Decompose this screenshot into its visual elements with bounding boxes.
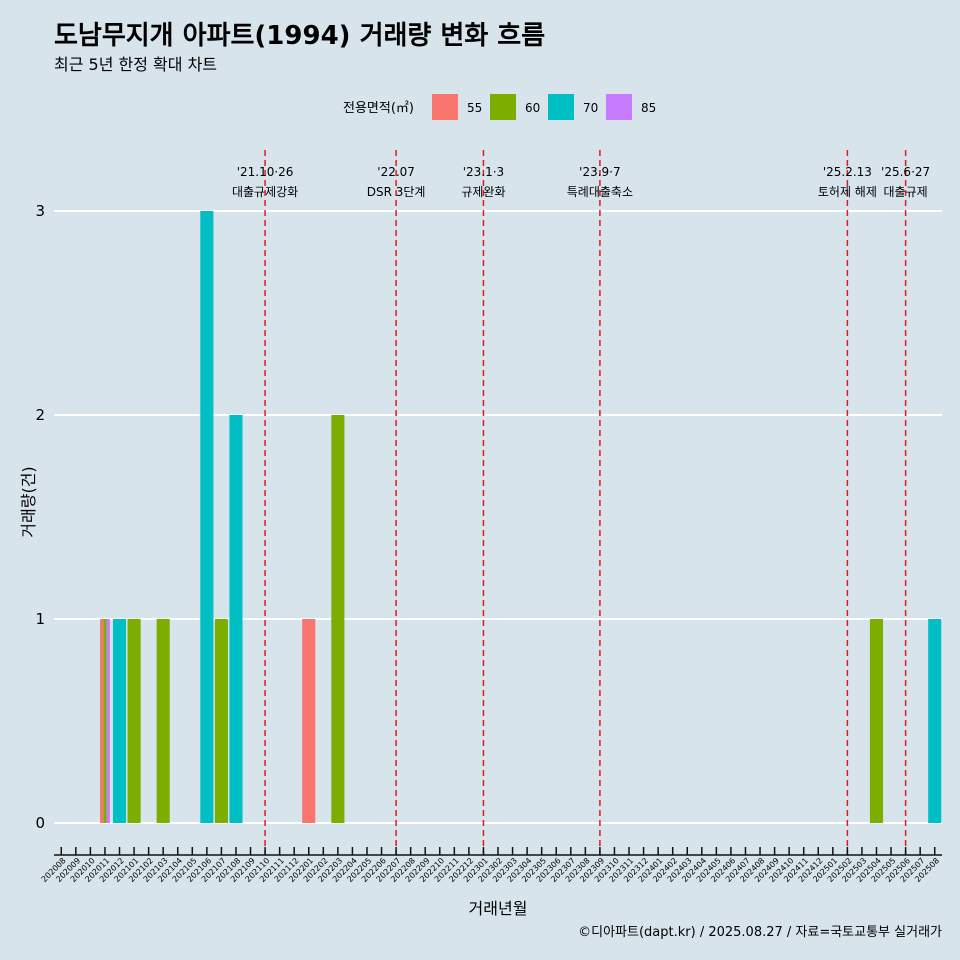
legend-label: 70 xyxy=(583,101,598,115)
event-date: '22.07 xyxy=(377,165,415,179)
y-axis-label: 거래량(건) xyxy=(19,466,38,537)
chart-title: 도남무지개 아파트(1994) 거래량 변화 흐름 xyxy=(54,21,545,51)
legend-title: 전용면적(㎡) xyxy=(343,101,414,116)
event-date: '23.1·3 xyxy=(463,165,504,179)
x-axis-label: 거래년월 xyxy=(469,899,528,918)
bar xyxy=(928,619,942,823)
bar xyxy=(200,211,214,823)
event-lines: '21.10·26 대출규제강화 '22.07 DSR 3단계 '23.1·3 규제완화 '… xyxy=(232,150,930,855)
event-label: 규제완화 xyxy=(461,185,505,199)
bars xyxy=(100,211,942,823)
event-label: 대출규제강화 xyxy=(232,185,298,199)
bar xyxy=(112,619,127,823)
bar xyxy=(100,619,104,823)
y-tick-label: 3 xyxy=(35,202,45,220)
y-tick-label: 0 xyxy=(35,814,45,832)
y-axis: 0 1 2 3 xyxy=(35,202,45,832)
event-date: '23.9·7 xyxy=(579,165,620,179)
caption: ©디아파트(dapt.kr) / 2025.08.27 / 자료=국토교통부 실… xyxy=(578,925,942,940)
y-tick-label: 1 xyxy=(35,610,45,628)
bar xyxy=(214,619,228,823)
legend-key xyxy=(490,94,516,120)
legend-key xyxy=(606,94,632,120)
bar xyxy=(229,415,243,823)
bar xyxy=(127,619,141,823)
legend: 전용면적(㎡) 55 60 70 85 xyxy=(343,94,656,120)
legend-label: 60 xyxy=(525,101,540,115)
bar xyxy=(302,619,316,823)
legend-key xyxy=(548,94,574,120)
event-label: 대출규제 xyxy=(884,185,928,199)
legend-key xyxy=(432,94,458,120)
event-label: 특례대출축소 xyxy=(567,185,633,199)
event-date: '25.2.13 xyxy=(823,165,872,179)
event-label: 토허제 해제 xyxy=(818,185,877,199)
chart-subtitle: 최근 5년 한정 확대 차트 xyxy=(54,55,217,74)
bar xyxy=(106,619,110,823)
bar xyxy=(869,619,884,823)
bar xyxy=(103,619,107,823)
bar xyxy=(331,415,345,823)
bar xyxy=(156,619,170,823)
legend-label: 55 xyxy=(467,101,482,115)
event-date: '21.10·26 xyxy=(237,165,294,179)
event-date: '25.6·27 xyxy=(881,165,930,179)
legend-label: 85 xyxy=(641,101,656,115)
x-axis: 2020082020092020102020112020122021012021… xyxy=(40,847,942,884)
y-tick-label: 2 xyxy=(35,406,45,424)
grid xyxy=(54,210,942,824)
event-label: DSR 3단계 xyxy=(367,185,426,199)
